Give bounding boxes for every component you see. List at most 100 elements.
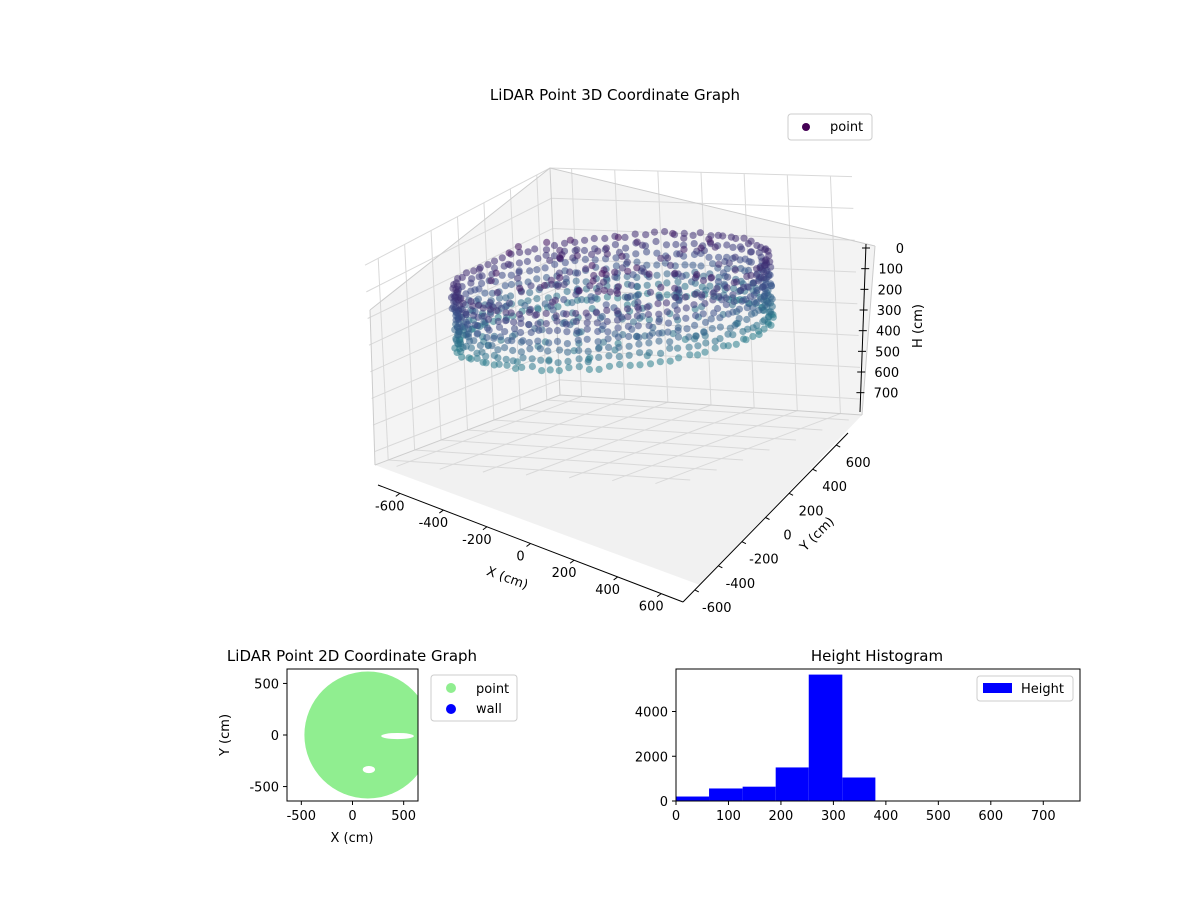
3d-data-point — [653, 271, 661, 279]
2d-empty-region — [362, 765, 376, 774]
3d-data-point — [541, 281, 549, 290]
3d-data-point — [501, 282, 509, 290]
3d-data-point — [655, 317, 663, 325]
3d-data-point — [583, 319, 591, 327]
3d-data-point — [562, 275, 570, 283]
3d-data-point — [554, 359, 562, 367]
3d-data-point — [602, 301, 610, 309]
3d-data-point — [534, 254, 542, 263]
2d-x-axis-ticks: -500 0 500 — [287, 801, 416, 824]
3d-data-point — [502, 309, 510, 317]
2d-legend-label-point: point — [476, 682, 509, 697]
3d-data-point — [493, 307, 501, 315]
3d-data-point — [603, 250, 611, 258]
3d-data-point — [661, 228, 669, 236]
3d-data-point — [493, 289, 501, 297]
3d-data-point — [676, 250, 684, 258]
3d-data-point — [666, 344, 674, 352]
3d-data-point — [715, 253, 723, 261]
3d-data-point — [623, 258, 632, 266]
3d-data-point — [584, 347, 592, 355]
3d-data-point — [634, 291, 642, 299]
3d-data-point — [686, 351, 694, 359]
3d-data-point — [643, 248, 651, 256]
3d-data-point — [622, 244, 630, 252]
3d-data-point — [568, 299, 576, 307]
3d-data-point — [496, 294, 504, 302]
3d-data-point — [663, 308, 671, 316]
3d-data-point — [538, 367, 546, 375]
3d-data-point — [517, 328, 525, 337]
histogram-bars — [676, 674, 876, 801]
3d-data-point — [715, 260, 723, 268]
3d-data-point — [594, 247, 602, 255]
3d-data-point — [634, 303, 642, 311]
3d-legend-label-point: point — [830, 120, 863, 135]
2d-legend-marker-point — [446, 683, 456, 693]
3d-z-tick-label: 600 — [874, 366, 899, 381]
3d-data-point — [680, 234, 688, 242]
3d-data-point — [462, 311, 470, 319]
3d-data-point — [553, 337, 562, 345]
3d-data-point — [760, 325, 768, 333]
3d-x-tick-mark — [569, 559, 575, 564]
histogram-bar — [775, 767, 809, 801]
3d-data-point — [635, 340, 643, 348]
3d-data-point — [573, 246, 581, 254]
3d-data-point — [750, 279, 758, 287]
3d-data-point — [575, 355, 583, 363]
3d-data-point — [566, 268, 574, 276]
3d-data-point — [575, 346, 583, 354]
3d-data-point — [531, 245, 539, 253]
3d-data-point — [636, 361, 644, 369]
3d-data-point — [476, 341, 484, 349]
3d-data-point — [715, 292, 723, 301]
3d-data-point — [635, 333, 643, 341]
3d-data-point — [504, 260, 512, 268]
3d-data-point — [666, 261, 675, 269]
3d-data-point — [646, 360, 655, 368]
3d-data-point — [575, 287, 583, 295]
3d-x-tick-mark — [656, 593, 662, 598]
histogram-bar — [742, 786, 776, 801]
3d-data-point — [731, 253, 739, 261]
3d-data-point — [691, 321, 699, 329]
3d-data-point — [623, 305, 632, 313]
3d-data-point — [623, 272, 631, 281]
3d-data-point — [478, 279, 486, 287]
3d-data-point — [516, 248, 524, 256]
3d-data-point — [697, 244, 705, 252]
3d-data-point — [749, 324, 757, 332]
3d-x-tick-label: 0 — [516, 550, 524, 565]
3d-data-point — [470, 267, 478, 275]
3d-x-tick-mark — [526, 543, 531, 547]
3d-data-point — [709, 296, 717, 304]
3d-data-point — [702, 318, 710, 326]
3d-floor-gridline-y — [388, 459, 691, 481]
3d-data-point — [611, 268, 619, 276]
3d-x-tick-label: -200 — [462, 533, 492, 548]
3d-data-point — [724, 310, 733, 318]
3d-data-point — [524, 248, 532, 256]
3d-data-point — [694, 342, 702, 350]
3d-y-tick-label: -400 — [726, 577, 756, 592]
3d-data-point — [655, 329, 663, 337]
3d-data-point — [643, 281, 651, 289]
3d-data-point — [541, 300, 549, 308]
3d-data-point — [509, 357, 517, 365]
3d-data-point — [698, 291, 706, 299]
3d-data-point — [484, 315, 493, 323]
3d-data-point — [701, 299, 709, 308]
3d-data-point — [633, 312, 642, 320]
3d-data-point — [663, 270, 671, 278]
3d-data-point — [595, 353, 603, 361]
3d-data-point — [743, 272, 751, 280]
3d-floor-gridline-y — [414, 449, 717, 471]
3d-data-point — [618, 252, 626, 260]
3d-data-point — [606, 288, 614, 296]
3d-data-point — [614, 233, 622, 241]
3d-data-point — [598, 270, 606, 278]
3d-y-tick-label: 400 — [822, 480, 847, 495]
histogram-bar — [842, 777, 876, 801]
3d-data-point — [578, 296, 586, 304]
